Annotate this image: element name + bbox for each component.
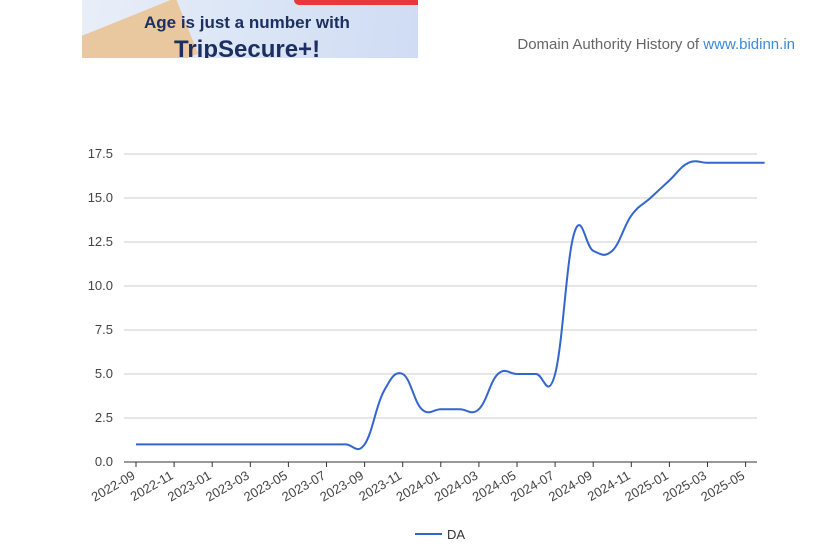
page-title-prefix: Domain Authority History of — [517, 36, 700, 53]
y-tick-label: 15.0 — [88, 190, 113, 205]
x-tick-label: 2025-05 — [698, 468, 747, 505]
x-tick-label: 2023-09 — [317, 468, 366, 505]
y-tick-label: 12.5 — [88, 234, 113, 249]
y-tick-label: 10.0 — [88, 278, 113, 293]
ad-brand: TripSecure+! — [174, 36, 321, 58]
y-tick-label: 17.5 — [88, 146, 113, 161]
site-link[interactable]: www.bidinn.in — [703, 36, 795, 53]
page-title: Domain Authority History of www.bidinn.i… — [517, 36, 795, 53]
x-tick-label: 2024-09 — [546, 468, 595, 505]
legend-label-da: DA — [447, 527, 465, 542]
ad-accent-bar — [294, 0, 418, 5]
legend: DA — [415, 527, 465, 542]
y-tick-label: 0.0 — [95, 454, 113, 469]
y-tick-label: 7.5 — [95, 322, 113, 337]
ad-headline: Age is just a number with — [144, 13, 350, 32]
ad-banner[interactable]: Age is just a number with TripSecure+! — [82, 0, 418, 58]
y-tick-label: 2.5 — [95, 410, 113, 425]
x-tick-label: 2022-09 — [89, 468, 138, 505]
y-tick-label: 5.0 — [95, 366, 113, 381]
series-line-da — [136, 160, 765, 451]
